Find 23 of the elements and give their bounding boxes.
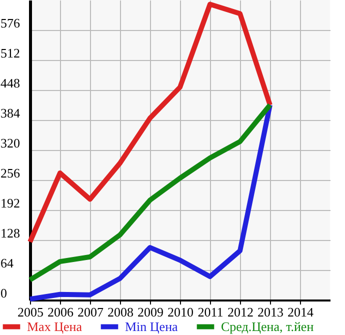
- y-tick-label: 0: [0, 286, 7, 300]
- y-tick-label: 64: [0, 256, 14, 270]
- y-tick-label: 512: [0, 46, 20, 60]
- x-tick-label: 2014: [288, 304, 314, 320]
- legend-label: Max Цена: [27, 318, 82, 334]
- x-tick-label: 2005: [18, 304, 44, 320]
- x-tick-label: 2012: [228, 304, 254, 320]
- x-tick-label: 2008: [108, 304, 134, 320]
- y-tick-label: 320: [0, 136, 20, 150]
- x-tick-label: 2010: [168, 304, 194, 320]
- y-tick-label: 448: [0, 76, 20, 90]
- legend-label: Сред.Цена, т.йен: [221, 318, 314, 334]
- y-tick-label: 576: [0, 16, 20, 30]
- y-tick-label: 256: [0, 166, 20, 180]
- x-tick-label: 2013: [258, 304, 284, 320]
- x-tick-label: 2009: [138, 304, 164, 320]
- x-tick-label: 2011: [198, 304, 224, 320]
- x-tick-label: 2007: [78, 304, 104, 320]
- y-tick-label: 384: [0, 106, 20, 120]
- y-tick-label: 192: [0, 196, 20, 210]
- y-tick-label: 128: [0, 226, 20, 240]
- legend-label: Min Цена: [125, 318, 178, 334]
- x-tick-label: 2006: [48, 304, 74, 320]
